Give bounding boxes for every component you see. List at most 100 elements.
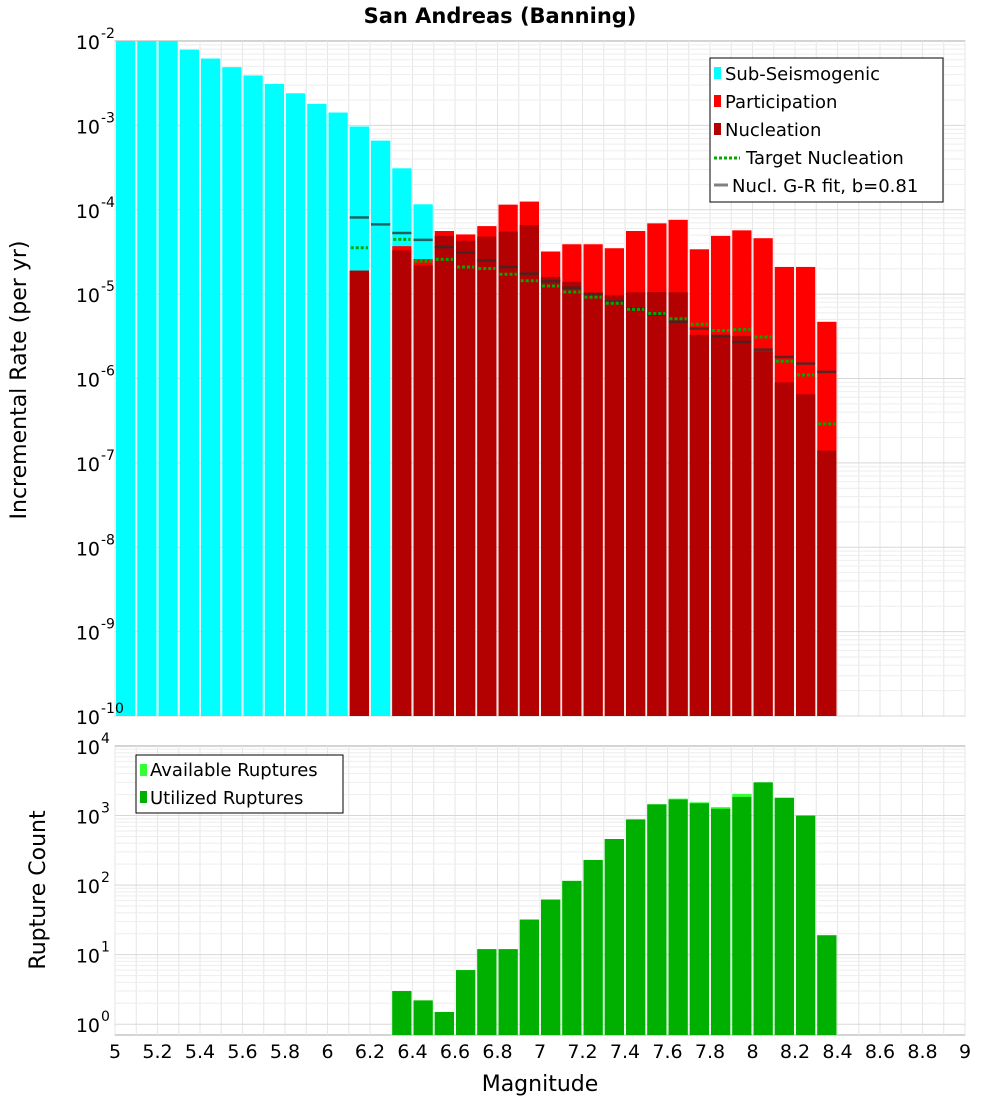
nucleation-bar bbox=[498, 231, 518, 716]
rupture-y-tick-exponent: 3 bbox=[101, 801, 110, 817]
nucleation-bar bbox=[689, 334, 709, 716]
rupture-y-tick-exponent: 0 bbox=[101, 1009, 110, 1025]
magnitude-x-tick: 7.6 bbox=[652, 1041, 682, 1063]
magnitude-x-tick: 8.2 bbox=[780, 1041, 810, 1063]
nucleation-bar bbox=[583, 292, 603, 716]
magnitude-x-tick: 7.2 bbox=[567, 1041, 597, 1063]
rupture-y-tick: 10 3 bbox=[76, 801, 110, 829]
rupture-y-tick: 10 0 bbox=[76, 1009, 110, 1037]
rupture-y-tick: 10 2 bbox=[76, 870, 110, 898]
rupture-y-tick-base: 10 bbox=[76, 807, 100, 829]
nucleation-bar bbox=[753, 351, 773, 716]
legend-swatch-nucleation bbox=[714, 123, 721, 135]
rate-y-tick-exponent: -6 bbox=[101, 364, 115, 380]
nucleation-bar bbox=[477, 236, 497, 716]
rate-y-tick-exponent: -4 bbox=[101, 195, 115, 211]
nucleation-bar bbox=[519, 224, 539, 716]
utilized-ruptures-bar bbox=[689, 803, 709, 1035]
rupture-y-tick-base: 10 bbox=[76, 1015, 100, 1037]
sub-seismogenic-bar bbox=[222, 67, 242, 716]
legend-label-target-nucleation: Target Nucleation bbox=[745, 148, 904, 169]
nucleation-bar bbox=[732, 335, 752, 716]
nucleation-bar bbox=[626, 292, 646, 716]
utilized-ruptures-bar bbox=[668, 799, 688, 1035]
magnitude-x-tick: 8.8 bbox=[907, 1041, 937, 1063]
rupture-y-axis-title: Rupture Count bbox=[26, 810, 51, 970]
sub-seismogenic-bar bbox=[307, 103, 327, 717]
rupture-y-tick-base: 10 bbox=[76, 946, 100, 968]
rupture-y-tick-exponent: 1 bbox=[101, 940, 110, 956]
sub-seismogenic-bar bbox=[371, 140, 391, 717]
rate-y-tick-base: 10 bbox=[76, 116, 100, 138]
rate-y-tick-exponent: -5 bbox=[101, 279, 115, 295]
rate-y-tick: 10 -2 bbox=[76, 26, 115, 54]
utilized-ruptures-bar bbox=[562, 880, 582, 1035]
magnitude-x-tick: 7.8 bbox=[695, 1041, 725, 1063]
legend-label-participation: Participation bbox=[725, 92, 837, 113]
rate-y-tick-base: 10 bbox=[76, 32, 100, 54]
utilized-ruptures-bar bbox=[434, 1011, 454, 1035]
utilized-ruptures-bar bbox=[774, 797, 794, 1035]
rate-y-tick: 10 -10 bbox=[76, 701, 124, 729]
rate-legend: Sub-Seismogenic Participation Nucleation… bbox=[709, 57, 944, 203]
utilized-ruptures-bar bbox=[604, 839, 624, 1035]
magnitude-x-tick: 6.8 bbox=[482, 1041, 512, 1063]
legend-swatch-utilized bbox=[140, 791, 147, 803]
magnitude-x-tick: 5.6 bbox=[227, 1041, 257, 1063]
rupture-y-tick-exponent: 4 bbox=[101, 731, 110, 747]
rate-y-tick-base: 10 bbox=[76, 538, 100, 560]
nucleation-bar bbox=[711, 335, 731, 716]
nucleation-bar bbox=[413, 265, 433, 716]
rate-y-tick: 10 -7 bbox=[76, 448, 115, 476]
utilized-ruptures-bar bbox=[626, 819, 646, 1035]
rate-y-tick: 10 -6 bbox=[76, 364, 115, 392]
magnitude-x-tick: 5.4 bbox=[185, 1041, 215, 1063]
magnitude-x-tick: 8 bbox=[746, 1041, 758, 1063]
utilized-ruptures-bar bbox=[753, 782, 773, 1035]
nucleation-bar bbox=[349, 270, 369, 716]
rupture-legend: Available Ruptures Utilized Ruptures bbox=[135, 754, 344, 814]
rupture-bars bbox=[392, 782, 837, 1035]
utilized-ruptures-bar bbox=[817, 935, 837, 1035]
utilized-ruptures-bar bbox=[456, 970, 476, 1035]
magnitude-x-tick: 7.4 bbox=[610, 1041, 640, 1063]
rate-y-tick: 10 -9 bbox=[76, 617, 115, 645]
nucleation-bar bbox=[647, 291, 667, 716]
nucleation-bar bbox=[817, 450, 837, 716]
legend-swatch-available bbox=[140, 764, 147, 776]
rate-line-markers bbox=[349, 216, 837, 426]
magnitude-x-tick: 7 bbox=[534, 1041, 546, 1063]
utilized-ruptures-bar bbox=[647, 804, 667, 1035]
nucleation-bar bbox=[604, 295, 624, 716]
rate-y-tick-base: 10 bbox=[76, 285, 100, 307]
legend-label-gr-fit: Nucl. G-R fit, b=0.81 bbox=[732, 176, 918, 197]
legend-label-utilized: Utilized Ruptures bbox=[150, 788, 303, 809]
rupture-legend-box bbox=[135, 754, 344, 814]
rate-y-tick-base: 10 bbox=[76, 623, 100, 645]
utilized-ruptures-bar bbox=[477, 949, 497, 1035]
rate-y-tick-exponent: -8 bbox=[101, 532, 115, 548]
utilized-ruptures-bar bbox=[796, 815, 816, 1035]
magnitude-x-tick: 5.2 bbox=[142, 1041, 172, 1063]
legend-label-nucleation: Nucleation bbox=[725, 120, 821, 141]
magnitude-x-tick: 8.4 bbox=[822, 1041, 852, 1063]
sub-seismogenic-bar bbox=[264, 83, 284, 716]
rate-y-tick-base: 10 bbox=[76, 201, 100, 223]
rate-y-tick: 10 -8 bbox=[76, 532, 115, 560]
nucleation-bar bbox=[456, 240, 476, 717]
rate-y-tick-base: 10 bbox=[76, 454, 100, 476]
sub-seismogenic-bar bbox=[243, 75, 263, 717]
utilized-ruptures-bar bbox=[413, 1000, 433, 1035]
utilized-ruptures-bar bbox=[711, 808, 731, 1035]
magnitude-x-tick: 9 bbox=[959, 1041, 971, 1063]
utilized-ruptures-bar bbox=[732, 796, 752, 1035]
utilized-ruptures-bar bbox=[541, 899, 561, 1035]
nucleation-bar bbox=[434, 235, 454, 716]
sub-seismogenic-bar bbox=[286, 93, 306, 716]
legend-label-sub-seismogenic: Sub-Seismogenic bbox=[725, 64, 880, 85]
rate-y-tick: 10 -4 bbox=[76, 195, 115, 223]
rate-y-tick-exponent: -7 bbox=[101, 448, 115, 464]
nucleation-bar bbox=[562, 281, 582, 716]
